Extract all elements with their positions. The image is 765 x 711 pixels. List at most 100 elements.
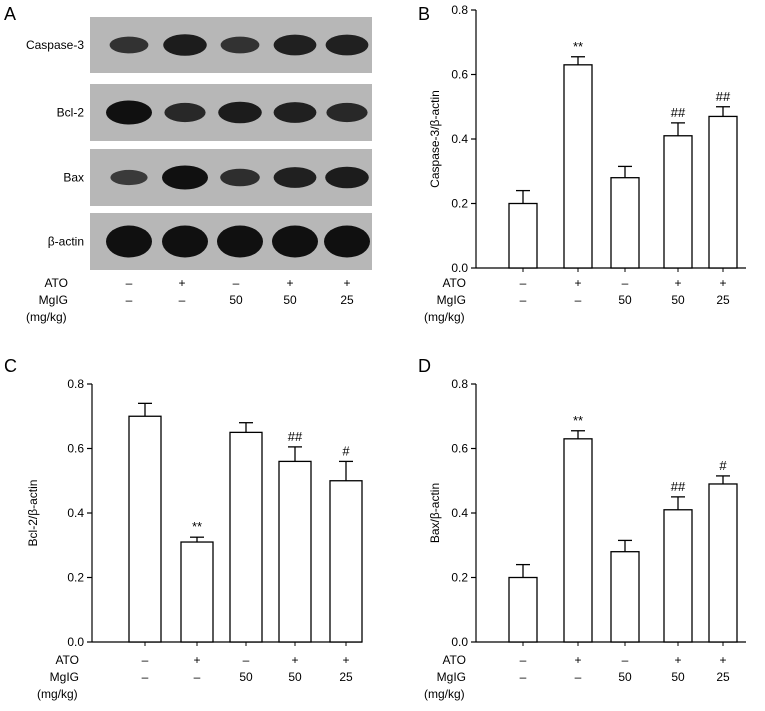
significance-marker: ** bbox=[192, 519, 202, 534]
blot-band-rows: Caspase-3 Bcl-2 Bax β-actin bbox=[26, 17, 372, 270]
panel-b-chart: B 0.0 0.2 0.4 0.6 0.8 Caspase-3/β-actin ** ## ##… bbox=[418, 3, 746, 324]
blot-band bbox=[109, 36, 149, 54]
mgig-value: – bbox=[194, 670, 201, 684]
ato-value: + bbox=[719, 653, 726, 667]
bar bbox=[229, 431, 263, 643]
significance-marker: # bbox=[719, 458, 727, 473]
blot-band-label: Caspase-3 bbox=[26, 38, 84, 52]
blot-band bbox=[162, 225, 208, 258]
ato-value: – bbox=[520, 653, 527, 667]
blot-band bbox=[106, 225, 152, 258]
blot-band bbox=[164, 102, 206, 123]
bar bbox=[180, 541, 214, 643]
blot-band bbox=[272, 225, 318, 258]
panel-letter-c: C bbox=[4, 356, 17, 376]
y-tick-label: 0.0 bbox=[451, 261, 468, 275]
blot-band-label: Bax bbox=[63, 171, 84, 185]
condition-label-mgig: MgIG bbox=[437, 293, 466, 307]
mgig-value: 50 bbox=[671, 670, 685, 684]
blot-band bbox=[220, 36, 260, 54]
mgig-value: 25 bbox=[716, 670, 730, 684]
condition-label-ato: ATO bbox=[44, 276, 68, 290]
blot-band bbox=[163, 34, 207, 56]
blot-band bbox=[273, 34, 317, 56]
bar bbox=[663, 509, 693, 643]
condition-label-mgig: MgIG bbox=[39, 293, 68, 307]
panel-a-western-blot: A Caspase-3 Bcl-2 Bax β-actin ATO MgIG (mg/kg… bbox=[4, 4, 372, 324]
y-tick-label: 0.0 bbox=[67, 635, 84, 649]
mgig-value: 50 bbox=[239, 670, 253, 684]
bar bbox=[278, 460, 312, 643]
ato-value: + bbox=[574, 653, 581, 667]
condition-label-ato: ATO bbox=[442, 276, 466, 290]
bar bbox=[610, 177, 640, 269]
significance-marker: ## bbox=[288, 429, 303, 444]
blot-band bbox=[220, 168, 260, 187]
mgig-value: 50 bbox=[618, 293, 632, 307]
blot-band bbox=[218, 101, 262, 124]
bar bbox=[128, 415, 162, 643]
blot-band bbox=[217, 225, 263, 258]
y-tick-label: 0.4 bbox=[451, 506, 468, 520]
condition-label-ato: ATO bbox=[442, 653, 466, 667]
y-tick-label: 0.2 bbox=[451, 571, 468, 585]
significance-marker: # bbox=[342, 443, 350, 458]
mgig-value: – bbox=[575, 293, 582, 307]
mgig-value: – bbox=[126, 293, 133, 307]
blot-band bbox=[273, 167, 317, 188]
bar bbox=[663, 135, 693, 269]
ato-value: – bbox=[622, 276, 629, 290]
ato-value: + bbox=[193, 653, 200, 667]
ato-value: + bbox=[291, 653, 298, 667]
blot-condition-labels: ATO MgIG (mg/kg) – – + – – 50 +50 +25 bbox=[26, 276, 354, 324]
mgig-value: 50 bbox=[283, 293, 297, 307]
y-tick-label: 0.0 bbox=[451, 635, 468, 649]
ato-value: + bbox=[574, 276, 581, 290]
ato-value: + bbox=[343, 276, 350, 290]
significance-marker: ## bbox=[716, 89, 731, 104]
bar bbox=[508, 202, 538, 269]
y-tick-label: 0.2 bbox=[451, 197, 468, 211]
bar bbox=[563, 64, 593, 269]
ato-value: + bbox=[674, 276, 681, 290]
y-tick-label: 0.6 bbox=[451, 68, 468, 82]
mgig-value: 50 bbox=[618, 670, 632, 684]
mgig-value: – bbox=[142, 670, 149, 684]
y-tick-label: 0.4 bbox=[67, 506, 84, 520]
ato-value: + bbox=[178, 276, 185, 290]
condition-label-mgig: MgIG bbox=[50, 670, 79, 684]
blot-band bbox=[110, 169, 148, 186]
mgig-value: – bbox=[575, 670, 582, 684]
ato-value: – bbox=[243, 653, 250, 667]
caspase3-bar-chart: 0.0 0.2 0.4 0.6 0.8 Caspase-3/β-actin ** ## ## AT… bbox=[424, 3, 746, 324]
bar bbox=[563, 438, 593, 643]
bar bbox=[610, 551, 640, 643]
bax-bar-chart: 0.00.20.40.60.8Bax/β-actin**###ATOMgIG(m… bbox=[424, 377, 746, 701]
significance-marker: ## bbox=[671, 479, 686, 494]
condition-label-ato: ATO bbox=[55, 653, 79, 667]
mgig-value: 50 bbox=[671, 293, 685, 307]
condition-label-unit: (mg/kg) bbox=[37, 687, 78, 701]
mgig-value: 50 bbox=[229, 293, 243, 307]
bar bbox=[708, 115, 738, 269]
blot-band bbox=[162, 165, 208, 190]
y-tick-label: 0.6 bbox=[67, 442, 84, 456]
panel-letter-d: D bbox=[418, 356, 431, 376]
blot-band-label: β-actin bbox=[48, 235, 84, 249]
ato-value: – bbox=[126, 276, 133, 290]
blot-band bbox=[324, 225, 370, 258]
y-tick-label: 0.4 bbox=[451, 132, 468, 146]
blot-band bbox=[325, 166, 369, 189]
bar bbox=[708, 483, 738, 643]
condition-label-unit: (mg/kg) bbox=[26, 310, 67, 324]
panel-d-chart: D 0.00.20.40.60.8Bax/β-actin**###ATOMgIG… bbox=[418, 356, 746, 701]
y-tick-label: 0.6 bbox=[451, 442, 468, 456]
ato-value: – bbox=[142, 653, 149, 667]
mgig-value: – bbox=[179, 293, 186, 307]
y-axis-label: Bax/β-actin bbox=[428, 483, 442, 543]
y-tick-label: 0.2 bbox=[67, 571, 84, 585]
significance-marker: ## bbox=[671, 105, 686, 120]
significance-marker: ** bbox=[573, 413, 583, 428]
